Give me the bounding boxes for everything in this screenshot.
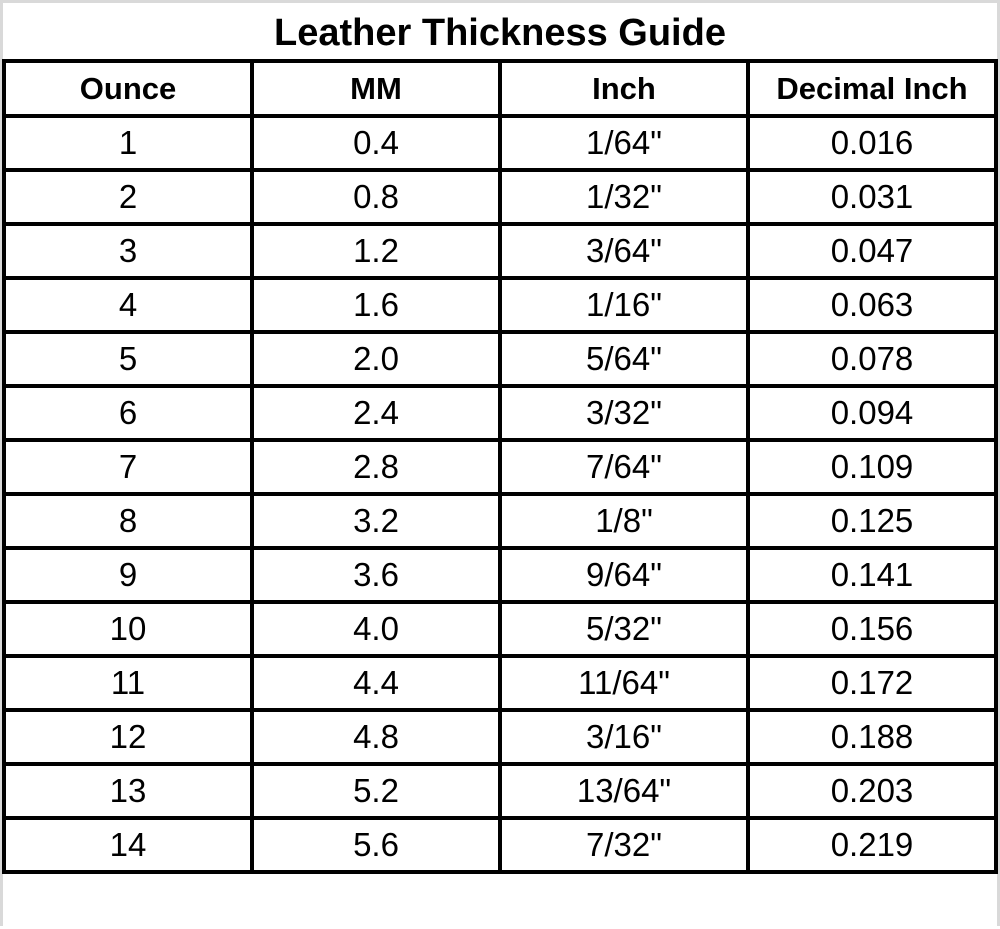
table-cell: 4 bbox=[2, 276, 254, 334]
column-header: Inch bbox=[498, 59, 750, 118]
table-cell: 0.016 bbox=[746, 114, 998, 172]
table-cell: 5/32" bbox=[498, 600, 750, 658]
table-cell: 5 bbox=[2, 330, 254, 388]
table-row: 4 1.6 1/16" 0.063 bbox=[2, 276, 998, 334]
table-cell: 2.8 bbox=[250, 438, 502, 496]
table-cell: 12 bbox=[2, 708, 254, 766]
table-cell: 0.156 bbox=[746, 600, 998, 658]
table-cell: 3/16" bbox=[498, 708, 750, 766]
table-row: 7 2.8 7/64" 0.109 bbox=[2, 438, 998, 496]
table-cell: 1.2 bbox=[250, 222, 502, 280]
table-cell: 1/32" bbox=[498, 168, 750, 226]
table-cell: 5.6 bbox=[250, 816, 502, 874]
table-cell: 3 bbox=[2, 222, 254, 280]
table-cell: 3.6 bbox=[250, 546, 502, 604]
table-cell: 8 bbox=[2, 492, 254, 550]
table-cell: 4.4 bbox=[250, 654, 502, 712]
table-cell: 2 bbox=[2, 168, 254, 226]
table-cell: 10 bbox=[2, 600, 254, 658]
table-cell: 13 bbox=[2, 762, 254, 820]
table-cell: 0.203 bbox=[746, 762, 998, 820]
table-cell: 3.2 bbox=[250, 492, 502, 550]
page-title: Leather Thickness Guide bbox=[274, 12, 726, 54]
table-cell: 3/32" bbox=[498, 384, 750, 442]
table-cell: 7/64" bbox=[498, 438, 750, 496]
table-row: 10 4.0 5/32" 0.156 bbox=[2, 600, 998, 658]
thickness-table: Ounce MM Inch Decimal Inch 1 0.4 1/64" 0.016 2 0… bbox=[2, 59, 998, 874]
table-cell: 3/64" bbox=[498, 222, 750, 280]
table-cell: 0.172 bbox=[746, 654, 998, 712]
table-cell: 0.4 bbox=[250, 114, 502, 172]
table-cell: 11/64" bbox=[498, 654, 750, 712]
table-row: 12 4.8 3/16" 0.188 bbox=[2, 708, 998, 766]
table-cell: 0.8 bbox=[250, 168, 502, 226]
table-cell: 4.8 bbox=[250, 708, 502, 766]
table-cell: 11 bbox=[2, 654, 254, 712]
column-header: Ounce bbox=[2, 59, 254, 118]
table-row: 8 3.2 1/8" 0.125 bbox=[2, 492, 998, 550]
table-cell: 1.6 bbox=[250, 276, 502, 334]
table-cell: 0.125 bbox=[746, 492, 998, 550]
table-cell: 4.0 bbox=[250, 600, 502, 658]
column-header: MM bbox=[250, 59, 502, 118]
table-row: 14 5.6 7/32" 0.219 bbox=[2, 816, 998, 874]
table-row: 6 2.4 3/32" 0.094 bbox=[2, 384, 998, 442]
table-row: 13 5.2 13/64" 0.203 bbox=[2, 762, 998, 820]
table-cell: 5.2 bbox=[250, 762, 502, 820]
table-cell: 1/16" bbox=[498, 276, 750, 334]
table-cell: 1 bbox=[2, 114, 254, 172]
table-row: 3 1.2 3/64" 0.047 bbox=[2, 222, 998, 280]
header-row: Ounce MM Inch Decimal Inch bbox=[2, 59, 998, 118]
table-cell: 7 bbox=[2, 438, 254, 496]
table-cell: 2.4 bbox=[250, 384, 502, 442]
table-row: 5 2.0 5/64" 0.078 bbox=[2, 330, 998, 388]
table-cell: 0.078 bbox=[746, 330, 998, 388]
table-row: 1 0.4 1/64" 0.016 bbox=[2, 114, 998, 172]
table-cell: 2.0 bbox=[250, 330, 502, 388]
table-cell: 0.063 bbox=[746, 276, 998, 334]
table-cell: 5/64" bbox=[498, 330, 750, 388]
table-cell: 1/8" bbox=[498, 492, 750, 550]
table-cell: 0.047 bbox=[746, 222, 998, 280]
table-cell: 0.219 bbox=[746, 816, 998, 874]
table-cell: 9 bbox=[2, 546, 254, 604]
table-cell: 1/64" bbox=[498, 114, 750, 172]
table-cell: 9/64" bbox=[498, 546, 750, 604]
table-row: 9 3.6 9/64" 0.141 bbox=[2, 546, 998, 604]
column-header: Decimal Inch bbox=[746, 59, 998, 118]
table-cell: 0.031 bbox=[746, 168, 998, 226]
table-row: 11 4.4 11/64" 0.172 bbox=[2, 654, 998, 712]
table-cell: 0.188 bbox=[746, 708, 998, 766]
table-cell: 6 bbox=[2, 384, 254, 442]
table-cell: 0.094 bbox=[746, 384, 998, 442]
table-cell: 0.109 bbox=[746, 438, 998, 496]
table-cell: 7/32" bbox=[498, 816, 750, 874]
table-cell: 14 bbox=[2, 816, 254, 874]
table-row: 2 0.8 1/32" 0.031 bbox=[2, 168, 998, 226]
table-cell: 13/64" bbox=[498, 762, 750, 820]
table-cell: 0.141 bbox=[746, 546, 998, 604]
